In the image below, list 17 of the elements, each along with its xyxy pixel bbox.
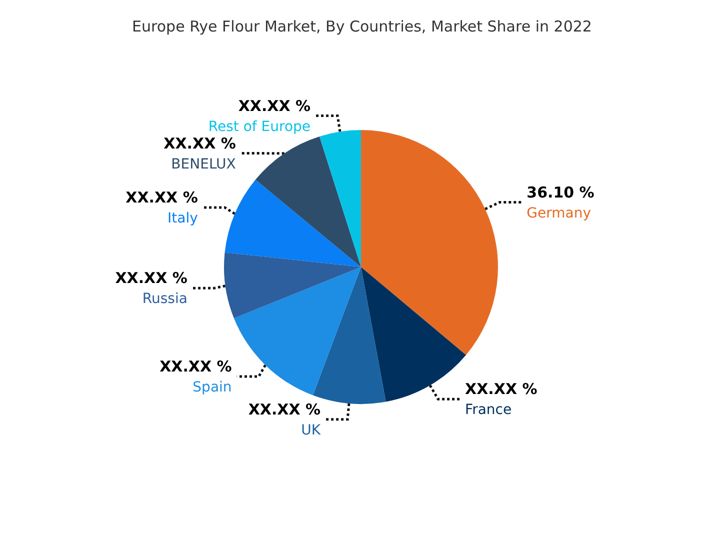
data-label: XX.XX % xyxy=(238,96,311,115)
slice-label: Rest of Europe xyxy=(208,118,311,135)
slice-label: BENELUX xyxy=(171,156,236,172)
chart-title: Europe Rye Flour Market, By Countries, Market Share in 2022 xyxy=(132,18,592,36)
slice-label: Germany xyxy=(526,205,591,222)
data-label: XX.XX % xyxy=(164,134,236,152)
slice-label: France xyxy=(465,402,512,418)
data-label: XX.XX % xyxy=(465,380,538,398)
slice-label: Russia xyxy=(142,291,188,308)
data-label: XX.XX % xyxy=(248,400,321,418)
data-label: XX.XX % xyxy=(115,269,188,288)
slice-label: Italy xyxy=(168,210,198,227)
data-label: 36.10 % xyxy=(526,183,594,202)
slice-label: UK xyxy=(301,422,322,438)
slice-label: Spain xyxy=(192,380,232,396)
data-label: XX.XX % xyxy=(126,188,198,207)
data-label: XX.XX % xyxy=(160,358,232,376)
